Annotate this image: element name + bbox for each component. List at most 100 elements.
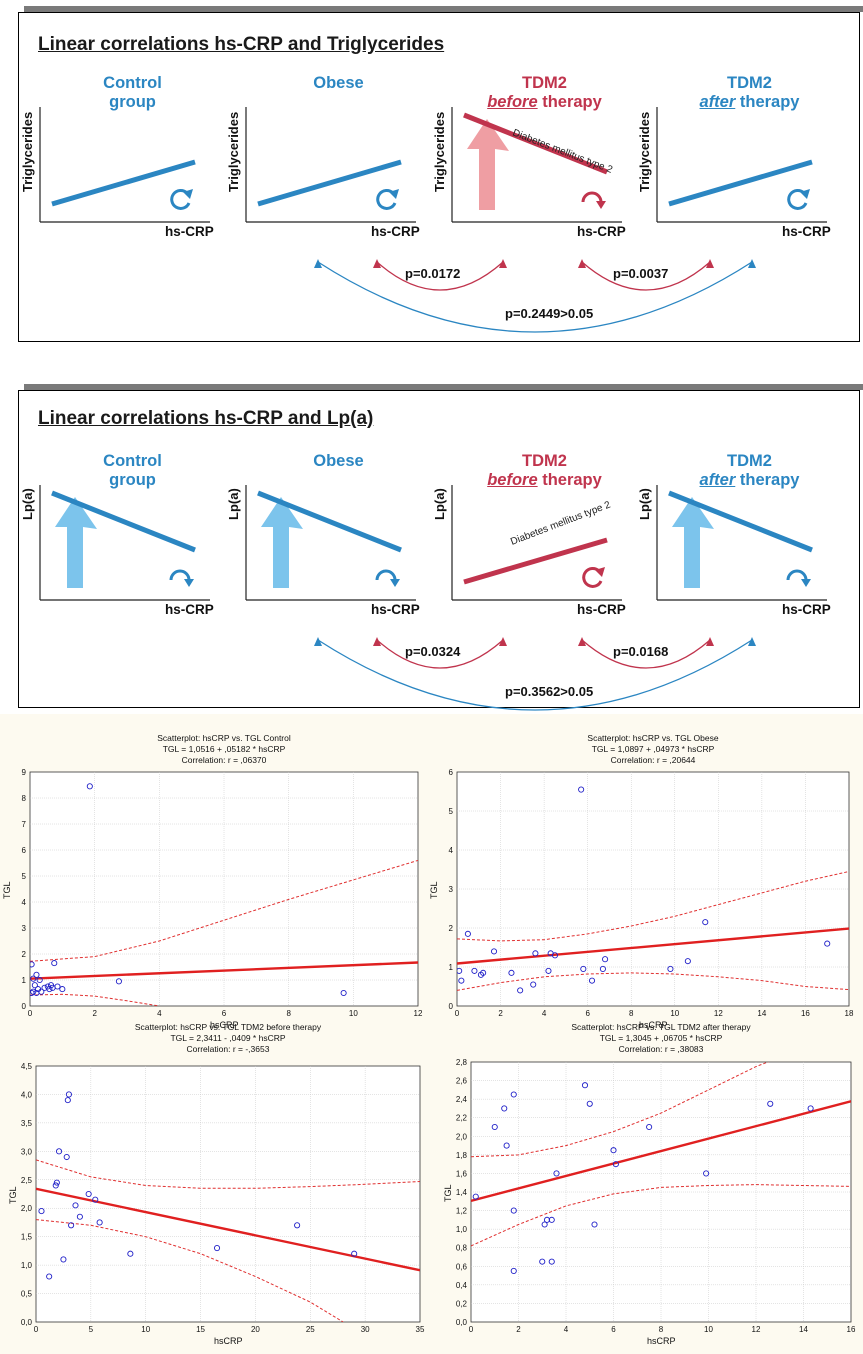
data-point (36, 976, 43, 984)
data-point (578, 786, 585, 793)
y-tick-label: 6 (449, 768, 454, 777)
ci-upper-band (36, 1159, 420, 1189)
big-arrow-icon (55, 497, 97, 588)
big-arrow-icon (672, 497, 714, 588)
panel-triglycerides (18, 12, 860, 342)
data-point (510, 1207, 517, 1214)
group-title-line1: Obese (313, 74, 364, 92)
plot-content (30, 783, 418, 1006)
x-tick-label: 18 (845, 1009, 854, 1018)
group-title-line1: TDM2 (522, 452, 567, 470)
ci-lower-band (471, 1184, 851, 1247)
group-title-line2: therapy (735, 93, 800, 111)
big-arrow-icon (261, 497, 303, 588)
data-point (503, 1142, 510, 1149)
x-tick-label: 5 (89, 1325, 94, 1334)
x-tick-label: 8 (629, 1009, 634, 1018)
group-title-line2: therapy (735, 471, 800, 489)
trend-line (463, 112, 608, 175)
trend-line (257, 159, 402, 207)
data-point (46, 986, 53, 993)
y-tick-label: 0,0 (456, 1318, 468, 1327)
group-title-emphasis: after (699, 93, 736, 111)
scatter-equation: TGL = 1,0897 + ,04973 * hsCRP (591, 744, 715, 754)
y-tick-label: 4,5 (21, 1062, 33, 1071)
x-tick-label: 14 (757, 1009, 766, 1018)
y-tick-label: 1,8 (456, 1151, 468, 1160)
data-point (85, 1190, 92, 1198)
data-point (38, 988, 45, 995)
x-axis-label: hs-CRP (577, 224, 626, 239)
x-tick-label: 10 (704, 1325, 713, 1334)
group-title-line1: Obese (313, 452, 364, 470)
x-axis-label: hsCRP (639, 1020, 668, 1030)
group-title-line1: TDM2 (727, 452, 772, 470)
plot-content (457, 786, 849, 994)
p-value-label: p=0.3562>0.05 (505, 684, 594, 699)
rotate-ccw-icon (376, 188, 399, 210)
y-tick-label: 3,5 (21, 1119, 33, 1128)
data-point (31, 982, 38, 989)
group-title: Obese (256, 74, 421, 93)
data-point (530, 981, 537, 988)
p-value-label: p=0.0172 (405, 266, 461, 281)
x-tick-label: 25 (306, 1325, 315, 1334)
y-tick-label: 5 (449, 807, 454, 816)
data-point (490, 948, 498, 955)
y-axis-label: TGL (443, 1184, 453, 1202)
scatter-equation: TGL = 2,3411 - ,0409 * hsCRP (170, 1033, 286, 1043)
scatter-title: Scatterplot: hsCRP vs. TGL TDM2 before t… (36, 1022, 420, 1055)
data-point (580, 965, 587, 973)
data-point (588, 977, 596, 984)
x-tick-label: 4 (542, 1009, 547, 1018)
rotate-cw-icon (581, 191, 606, 209)
group-title-line1: TDM2 (727, 74, 772, 92)
scatter-correlation: Correlation: r = -,3653 (186, 1044, 270, 1054)
x-tick-label: 16 (801, 1009, 810, 1018)
comparison-arc (317, 261, 753, 333)
data-point (351, 1250, 358, 1257)
x-axis-label: hs-CRP (782, 224, 831, 239)
x-tick-label: 15 (196, 1325, 205, 1334)
trend-line (51, 159, 196, 207)
y-tick-label: 0,8 (456, 1244, 468, 1253)
group-title-emphasis: after (699, 471, 736, 489)
trend-line (257, 490, 402, 553)
y-tick-label: 1,0 (21, 1261, 33, 1270)
comparison-arc (376, 639, 504, 669)
group-title: Obese (256, 452, 421, 471)
x-tick-label: 0 (28, 1009, 33, 1018)
data-point (65, 1091, 72, 1098)
data-point (471, 967, 478, 974)
comparison-arc (581, 261, 711, 291)
y-tick-label: 1,0 (456, 1225, 468, 1234)
y-axis-label: TGL (2, 881, 12, 899)
ci-lower-band (36, 1219, 344, 1322)
panel-heading: Linear correlations hs-CRP and Lp(a) (38, 408, 374, 429)
rotate-cw-icon (375, 569, 400, 587)
data-point (517, 987, 524, 994)
trend-line (668, 490, 813, 553)
x-axis-label: hsCRP (647, 1336, 676, 1346)
comparison-arc (376, 261, 504, 291)
scatter-title: Scatterplot: hsCRP vs. TGL TDM2 after th… (571, 1022, 751, 1032)
data-point (501, 1105, 508, 1112)
y-tick-label: 2,5 (21, 1176, 33, 1185)
x-tick-label: 30 (361, 1325, 370, 1334)
data-point (586, 1100, 593, 1107)
x-tick-label: 12 (414, 1009, 423, 1018)
data-point (602, 956, 609, 963)
y-tick-label: 0,2 (456, 1299, 468, 1308)
group-title: TDM2 before therapy (462, 452, 627, 490)
y-tick-label: 0 (449, 1002, 454, 1011)
x-tick-label: 6 (585, 1009, 590, 1018)
y-tick-label: 3,0 (21, 1147, 33, 1156)
data-point (646, 1123, 653, 1131)
data-point (480, 969, 487, 976)
y-tick-label: 4,0 (21, 1090, 33, 1099)
x-axis-label: hs-CRP (165, 224, 214, 239)
ci-lower-band (457, 972, 849, 991)
data-point (824, 940, 831, 947)
panel-heading: Linear correlations hs-CRP and Triglycer… (38, 34, 445, 55)
group-title: TDM2 before therapy (462, 74, 627, 112)
